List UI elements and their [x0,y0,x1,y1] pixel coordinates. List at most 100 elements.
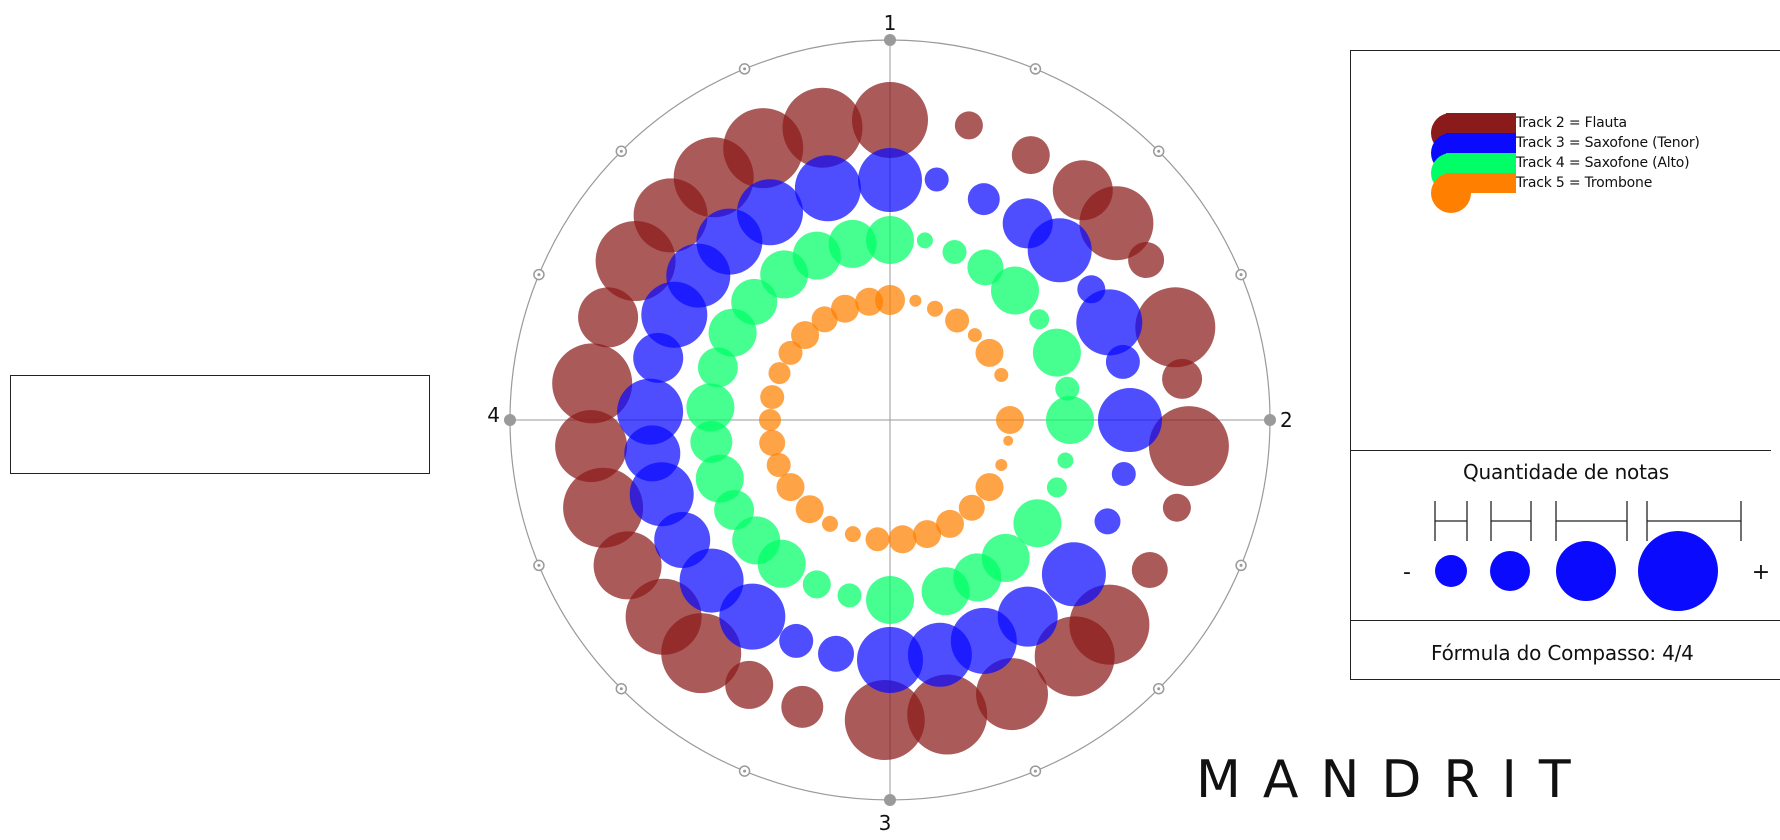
bubble-track-5-note-5 [967,328,982,343]
bubble-track-4-note-30 [828,219,877,268]
axis-labels: 1 2 3 4 [487,11,1292,835]
size-legend-title: Quantidade de notas [1462,460,1670,484]
bubble-track-4-note-22 [695,454,744,503]
bubble-track-5-note-29 [831,294,859,323]
bubble-track-3-note-17 [818,635,854,672]
bubble-track-4-note-5 [991,266,1039,315]
axis-label-4: 4 [487,403,500,427]
bubble-track-5-note-19 [795,495,824,524]
bubble-track-2-note-18 [725,660,774,709]
legend-entry: Track 4 = Saxofone (Alto) [1516,155,1690,171]
beat-marker [504,414,516,426]
bubble-track-3-note-11 [1094,508,1121,535]
bubble-track-3-note-9 [1098,388,1162,452]
bubble-track-4-note-17 [837,583,862,608]
bubble-track-3-note-29 [737,179,803,246]
bubble-track-3-note-12 [1041,542,1106,607]
bubble-track-3-note-8 [1105,344,1140,379]
bubble-track-3-note-24 [617,378,684,445]
bubble-track-5-note-6 [975,338,1004,367]
legend-swatch-dot [1431,173,1471,213]
bubble-track-4-note-15 [921,567,970,616]
bubble-track-4-note-2 [916,232,933,249]
bubble-track-5-note-17 [844,526,861,543]
bubble-track-2-note-2 [954,111,983,140]
legend-entry: Track 2 = Flauta [1516,115,1627,131]
bubble-track-2-note-21 [593,531,662,600]
bubble-track-2-note-13 [1034,616,1115,697]
bubble-track-2-note-7 [1135,287,1216,368]
bubble-track-2-note-17 [781,685,824,728]
radial-chart: 1 2 3 4 [487,11,1292,835]
bubble-track-4-note-25 [697,347,738,388]
bubble-track-4-note-4 [967,249,1004,286]
bubble-track-4-note-11 [1046,477,1067,498]
bubble-track-5-note-2 [909,294,922,307]
bubble-track-5-note-25 [768,362,791,385]
size-sample-3 [1556,541,1616,601]
bubble-track-5-note-13 [936,509,964,538]
bubble-track-2-note-15 [907,674,988,755]
bubble-track-5-note-16 [865,527,890,552]
info-box [10,375,430,474]
beat-marker [1264,414,1276,426]
bubble-track-3-note-15 [907,622,972,687]
bubble-track-5-note-9 [1003,435,1014,446]
axis-label-1: 1 [884,11,897,35]
beat-marker [884,794,896,806]
bubble-track-4-note-16 [866,576,914,624]
bubble-track-2-note-1 [852,82,928,158]
bubble-track-5-note-26 [778,340,803,365]
bubble-track-5-note-21 [766,453,791,477]
chart-bubbles [552,82,1229,760]
beat-marker [884,34,896,46]
legend-swatches [1431,113,1516,213]
bubble-track-4-note-8 [1055,376,1080,401]
size-legend-max: + [1752,560,1770,585]
bubble-track-3-note-16 [857,627,923,693]
bubble-track-4-note-18 [802,570,831,599]
bubble-track-5-note-18 [822,515,838,532]
axis-label-2: 2 [1280,408,1293,432]
bubble-track-2-note-9 [1148,406,1229,487]
bubble-track-2-note-25 [578,287,639,348]
bubble-track-4-note-27 [731,278,778,325]
bubble-track-4-note-6 [1029,309,1050,330]
bubble-track-4-note-12 [1013,499,1062,548]
bubble-track-5-note-28 [811,306,838,333]
time-signature-text: Fórmula do Compasso: 4/4 [1431,641,1694,665]
legend-entry: Track 3 = Saxofone (Tenor) [1516,135,1700,151]
bubble-track-3-note-21 [654,512,711,568]
bubble-track-4-note-3 [942,240,967,264]
bubble-track-5-note-8 [996,406,1024,434]
bubble-track-5-note-27 [791,321,820,350]
bubble-track-5-note-15 [888,525,917,554]
size-sample-1 [1435,555,1467,587]
panel-divider [1351,450,1771,451]
bubble-track-4-note-9 [1046,396,1094,444]
bubble-track-3-note-5 [1027,218,1092,283]
bubble-track-4-note-1 [866,216,914,264]
bubble-track-2-note-8 [1162,358,1203,399]
bubble-track-5-note-22 [759,429,786,456]
bubble-track-5-note-24 [760,385,785,410]
bubble-track-3-note-2 [924,167,949,192]
size-sample-4 [1638,531,1718,611]
legend-panel: Track 2 = Flauta Track 3 = Saxofone (Teno… [1350,50,1780,680]
bubble-track-5-note-30 [855,287,884,316]
bubble-track-5-note-1 [875,285,905,315]
bubble-track-4-note-23 [690,420,733,463]
bubble-track-2-note-6 [1128,242,1165,278]
bubble-track-3-note-30 [794,155,861,222]
bubble-track-2-note-10 [1162,493,1191,522]
chart-grid [504,34,1276,806]
bubble-track-2-note-24 [552,343,633,424]
axis-label-3: 3 [879,811,892,835]
size-legend-min: - [1403,560,1411,585]
bubble-track-5-note-7 [994,368,1009,382]
brand-logo-text: MANDRIT [1196,750,1593,810]
bubble-track-5-note-12 [958,494,985,521]
bubble-track-4-note-24 [686,383,735,432]
bubble-track-3-note-7 [1076,289,1143,356]
bubble-track-3-note-20 [679,548,744,613]
